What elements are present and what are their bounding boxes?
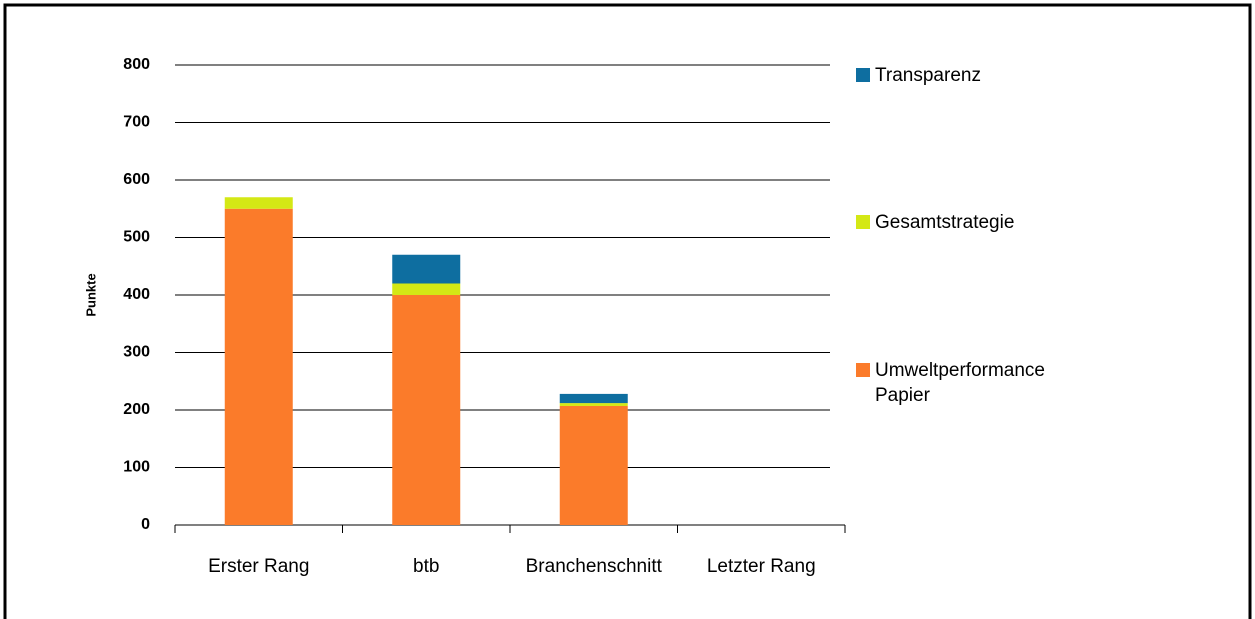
legend-label: Gesamtstrategie [875, 212, 1015, 233]
y-tick-label: 100 [123, 459, 150, 476]
bar-segment [559, 403, 628, 406]
y-tick-label: 700 [123, 114, 150, 131]
x-tick-label: Erster Rang [208, 556, 309, 577]
bar-segment [392, 254, 461, 284]
y-tick-label: 600 [123, 171, 150, 188]
bar-segment [559, 393, 628, 404]
legend-entry: Gesamtstrategie [856, 210, 1085, 235]
legend-entry: Umweltperformance Papier [856, 358, 1085, 408]
bar-segment [224, 197, 293, 209]
legend-label: Umweltperformance Papier [875, 360, 1045, 406]
bar-segment [392, 295, 461, 525]
frame [3, 3, 1252, 619]
bar-segment [224, 208, 293, 525]
y-tick-label: 200 [123, 401, 150, 418]
legend-entry: Transparenz [856, 63, 1085, 88]
legend-swatch [856, 215, 870, 229]
y-tick-label: 300 [123, 344, 150, 361]
y-tick-label: 0 [141, 516, 150, 533]
y-tick-label: 500 [123, 229, 150, 246]
y-axis-label: Punkte [83, 273, 98, 316]
bar-segment [392, 283, 461, 295]
y-tick-label: 400 [123, 286, 150, 303]
y-tick-label: 800 [123, 56, 150, 73]
legend-label: Transparenz [875, 65, 981, 86]
x-tick-label: Letzter Rang [707, 556, 816, 577]
legend-swatch [856, 363, 870, 377]
bar-segment [559, 405, 628, 525]
x-tick-label: btb [413, 556, 439, 577]
x-tick-label: Branchenschnitt [526, 556, 663, 577]
legend-swatch [856, 68, 870, 82]
